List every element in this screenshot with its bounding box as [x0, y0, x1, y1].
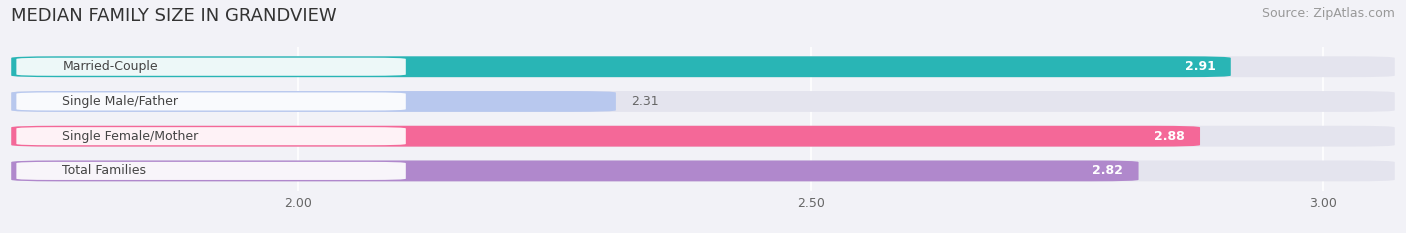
- Text: MEDIAN FAMILY SIZE IN GRANDVIEW: MEDIAN FAMILY SIZE IN GRANDVIEW: [11, 7, 337, 25]
- Text: Married-Couple: Married-Couple: [62, 60, 157, 73]
- FancyBboxPatch shape: [17, 93, 406, 110]
- Text: Total Families: Total Families: [62, 164, 146, 177]
- Text: Single Male/Father: Single Male/Father: [62, 95, 179, 108]
- FancyBboxPatch shape: [11, 91, 1395, 112]
- Text: 2.82: 2.82: [1092, 164, 1123, 177]
- FancyBboxPatch shape: [11, 56, 1395, 77]
- Text: 2.31: 2.31: [631, 95, 659, 108]
- Text: 2.91: 2.91: [1184, 60, 1215, 73]
- Text: 2.88: 2.88: [1154, 130, 1185, 143]
- FancyBboxPatch shape: [11, 126, 1201, 147]
- FancyBboxPatch shape: [11, 91, 616, 112]
- FancyBboxPatch shape: [11, 161, 1139, 181]
- FancyBboxPatch shape: [11, 56, 1230, 77]
- Text: Single Female/Mother: Single Female/Mother: [62, 130, 198, 143]
- FancyBboxPatch shape: [11, 126, 1395, 147]
- FancyBboxPatch shape: [11, 161, 1395, 181]
- FancyBboxPatch shape: [17, 162, 406, 180]
- FancyBboxPatch shape: [17, 127, 406, 145]
- FancyBboxPatch shape: [17, 58, 406, 76]
- Text: Source: ZipAtlas.com: Source: ZipAtlas.com: [1261, 7, 1395, 20]
